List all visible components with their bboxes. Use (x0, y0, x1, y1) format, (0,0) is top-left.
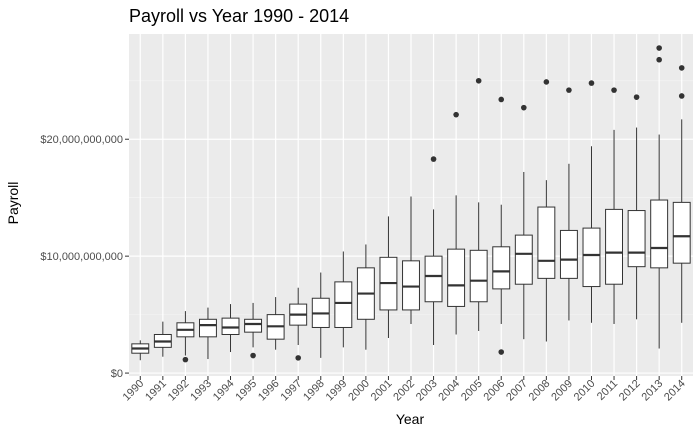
outlier-point (250, 352, 256, 359)
outlier-point (498, 96, 505, 103)
outlier-point (566, 87, 572, 93)
x-tick-label: 1996 (256, 378, 282, 404)
box-1990 (131, 340, 150, 361)
box-1991 (153, 321, 172, 357)
x-tick-label: 2012 (617, 378, 643, 404)
box-2002 (402, 196, 420, 324)
x-tick-label: 2009 (549, 378, 575, 404)
outlier-point (498, 349, 505, 355)
x-tick-label: 2005 (459, 378, 485, 404)
outlier-point (656, 56, 662, 63)
y-tick-label: $0 (111, 368, 123, 380)
outlier-point (430, 156, 437, 162)
outlier-point (543, 79, 550, 85)
box-iqr (492, 246, 511, 290)
x-tick-label: 2000 (346, 378, 372, 404)
x-tick-label: 1993 (188, 378, 214, 404)
boxes-layer (131, 45, 691, 363)
outlier-point (588, 80, 595, 86)
outlier-point (475, 77, 482, 84)
box-iqr (469, 249, 488, 303)
box-2009 (559, 87, 578, 321)
x-tick-label: 1994 (211, 378, 237, 404)
box-iqr (402, 260, 420, 311)
outlier-point (295, 355, 302, 361)
outlier-point (521, 104, 527, 111)
box-1997 (289, 287, 308, 361)
x-tick-label: 2010 (572, 378, 598, 404)
x-tick-label: 2002 (391, 378, 417, 404)
box-iqr (514, 234, 533, 285)
box-2005 (469, 77, 488, 331)
x-tick-label: 2007 (504, 378, 530, 404)
box-iqr (221, 317, 240, 335)
x-axis-title: Year (396, 411, 425, 427)
x-tick-label: 1992 (166, 378, 192, 404)
x-tick-label: 2001 (369, 378, 395, 404)
box-iqr (334, 281, 353, 328)
x-axis: 1990199119921993199419951996199719981999… (121, 376, 688, 403)
x-tick-label: 1995 (233, 378, 259, 404)
box-iqr (650, 199, 669, 269)
box-2006 (492, 96, 511, 355)
y-tick-label: $20,000,000,000 (40, 134, 123, 146)
box-2001 (379, 216, 398, 338)
box-1992 (176, 311, 195, 363)
box-iqr (199, 318, 217, 338)
box-2014 (672, 65, 691, 323)
box-2012 (627, 94, 646, 320)
box-iqr (672, 201, 691, 264)
box-2008 (537, 79, 556, 342)
box-iqr (627, 210, 646, 268)
outlier-point (656, 45, 662, 51)
x-tick-label: 1990 (121, 378, 147, 404)
box-iqr (447, 248, 466, 307)
box-1998 (311, 272, 330, 358)
outlier-point (678, 93, 685, 99)
box-1999 (334, 251, 353, 348)
y-tick-label: $10,000,000,000 (40, 251, 123, 263)
x-tick-label: 1999 (324, 378, 350, 404)
box-1995 (244, 302, 263, 359)
box-iqr (424, 255, 443, 303)
x-tick-label: 2013 (639, 378, 665, 404)
box-iqr (559, 229, 578, 279)
x-tick-label: 1997 (279, 378, 305, 404)
x-tick-label: 2006 (482, 378, 508, 404)
box-2000 (356, 244, 375, 350)
box-iqr (244, 318, 263, 333)
outlier-point (678, 65, 685, 71)
chart-title: Payroll vs Year 1990 - 2014 (129, 6, 349, 26)
y-axis-title: Payroll (5, 182, 21, 225)
x-tick-label: 2008 (527, 378, 553, 404)
y-axis: $0 $10,000,000,000 $20,000,000,000 (40, 134, 129, 380)
box-2010 (582, 80, 601, 323)
x-tick-label: 2011 (595, 378, 620, 403)
x-tick-label: 2004 (436, 378, 462, 404)
x-tick-label: 1991 (143, 378, 169, 404)
box-iqr (605, 208, 624, 285)
box-2013 (650, 45, 669, 349)
box-iqr (537, 206, 556, 279)
x-tick-label: 2014 (662, 378, 688, 404)
outlier-point (453, 111, 459, 118)
x-tick-label: 1998 (301, 378, 327, 404)
x-tick-label: 2003 (414, 378, 440, 404)
box-iqr (582, 227, 601, 288)
box-1996 (266, 297, 285, 350)
outlier-point (611, 87, 617, 93)
box-1993 (199, 307, 217, 360)
outlier-point (633, 94, 640, 100)
box-2011 (605, 87, 624, 324)
outlier-point (182, 356, 189, 363)
box-1994 (221, 304, 240, 353)
box-2007 (514, 104, 533, 340)
box-2004 (447, 111, 466, 335)
box-2003 (424, 156, 443, 346)
